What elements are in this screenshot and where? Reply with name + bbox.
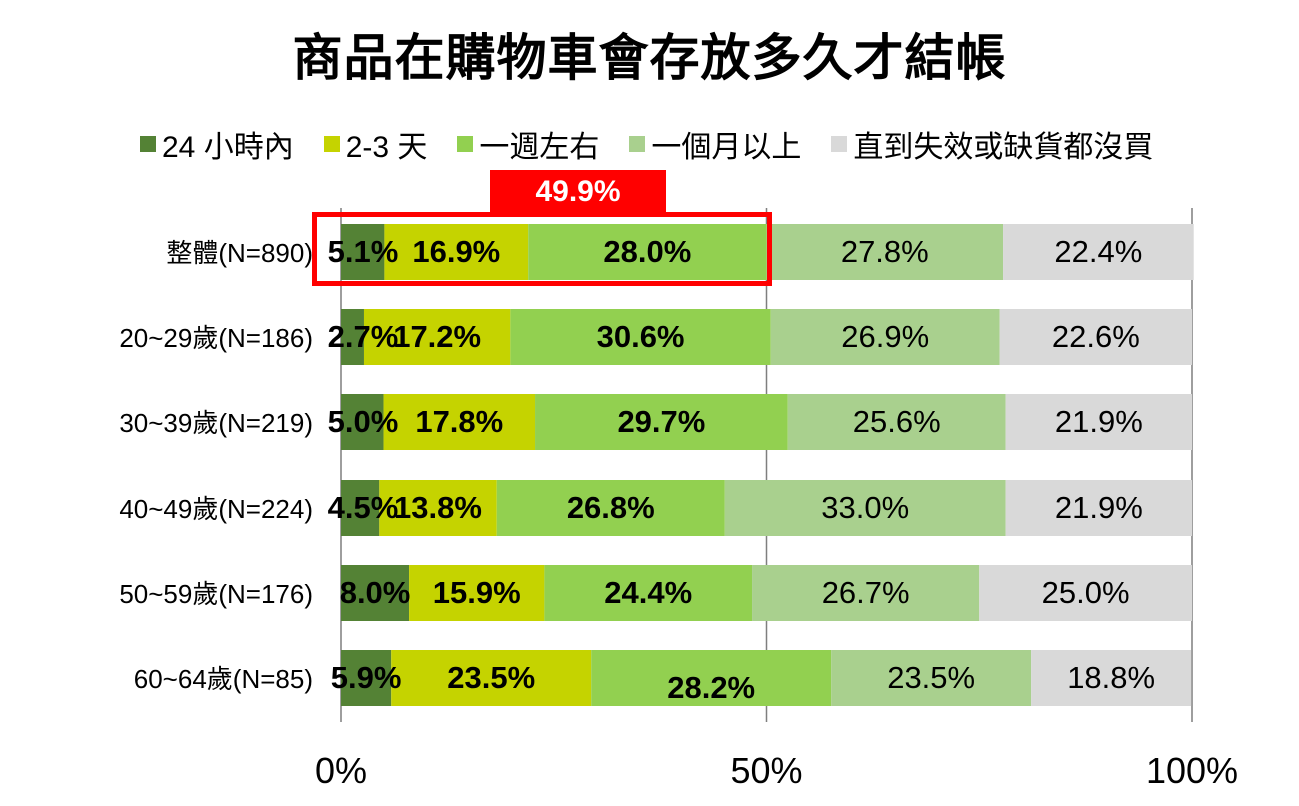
data-label: 8.0% [340,575,411,610]
category-label: 60~64歲(N=85) [134,664,313,694]
data-label: 15.9% [433,575,521,610]
x-tick-label: 100% [1146,750,1238,791]
legend-label: 一週左右 [479,131,600,164]
legend-label: 一個月以上 [651,131,802,164]
category-label: 40~49歲(N=224) [119,494,313,524]
x-tick-label: 0% [315,750,367,791]
bar-segment [528,224,767,280]
data-label: 25.0% [1042,575,1130,610]
highlight-box [312,212,772,286]
bar-segment [341,565,410,621]
bar-segment [341,224,385,280]
bar-segment [391,650,592,706]
bar-segment [341,394,384,450]
bar-segment [752,565,980,621]
data-label: 13.8% [394,490,482,525]
data-label: 21.9% [1055,490,1143,525]
data-label: 5.9% [331,660,402,695]
legend-swatch [831,136,848,152]
bar-segment [383,394,536,450]
legend-item: 一個月以上 [629,122,801,166]
bar-segment [341,480,380,536]
data-label: 2.7% [328,319,399,354]
bar-segment [787,394,1006,450]
legend-item: 2-3 天 [323,122,428,166]
data-label: 22.4% [1054,234,1142,269]
legend-swatch [140,136,156,152]
bar-segment [510,309,771,365]
data-label: 26.7% [822,575,910,610]
category-label: 50~59歲(N=176) [119,579,313,609]
bar-segment [363,309,511,365]
category-label: 30~39歲(N=219) [119,408,313,438]
bar-segment [831,650,1032,706]
bar-segment [770,309,1000,365]
legend-item: 一週左右 [457,122,599,166]
legend-item: 直到失效或缺貨都沒買 [831,122,1153,166]
data-label: 5.1% [328,234,399,269]
data-label: 18.8% [1067,660,1155,695]
legend-label: 2-3 天 [345,131,428,164]
data-label: 4.5% [328,490,399,525]
data-label: 25.6% [853,404,941,439]
data-label: 17.8% [415,404,503,439]
data-label: 26.8% [567,490,655,525]
legend-label: 24 小時內 [162,131,294,164]
highlight-annotation: 49.9% [490,170,666,214]
data-label: 28.0% [603,234,691,269]
bar-segment [724,480,1006,536]
bar-segment [384,224,529,280]
legend: 24 小時內 2-3 天 一週左右 一個月以上 直到失效或缺貨都沒買 [140,122,1183,166]
bar-segment [979,565,1192,621]
legend-item: 24 小時內 [140,122,294,166]
bar-segment [496,480,725,536]
data-label: 27.8% [841,234,929,269]
bar-segment [1003,224,1194,280]
data-label: 28.2% [667,670,755,705]
data-label: 33.0% [821,490,909,525]
chart-title: 商品在購物車會存放多久才結帳 [292,30,1007,86]
data-label: 5.0% [328,404,399,439]
x-tick-label: 50% [730,750,802,791]
category-label: 整體(N=890) [166,238,313,268]
bar-segment [591,650,832,706]
bar-segment [544,565,753,621]
bar-segment [766,224,1004,280]
bar-segment [999,309,1192,365]
bar-segment [1031,650,1192,706]
data-label: 22.6% [1052,319,1140,354]
data-label: 21.9% [1055,404,1143,439]
data-label: 23.5% [447,660,535,695]
bar-segment [1005,480,1192,536]
data-label: 16.9% [412,234,500,269]
data-label: 26.9% [841,319,929,354]
legend-swatch [629,136,646,152]
data-label: 24.4% [604,575,692,610]
bar-segment [409,565,545,621]
data-label: 30.6% [597,319,685,354]
data-label: 23.5% [887,660,975,695]
bar-segment [379,480,497,536]
legend-label: 直到失效或缺貨都沒買 [853,131,1154,164]
bar-segment [341,309,364,365]
bar-segment [535,394,788,450]
legend-swatch [323,136,340,152]
data-label: 17.2% [393,319,481,354]
data-label: 29.7% [617,404,705,439]
bar-segment [341,650,392,706]
category-label: 20~29歲(N=186) [119,323,313,353]
legend-swatch [457,136,474,152]
bar-segment [1005,394,1192,450]
